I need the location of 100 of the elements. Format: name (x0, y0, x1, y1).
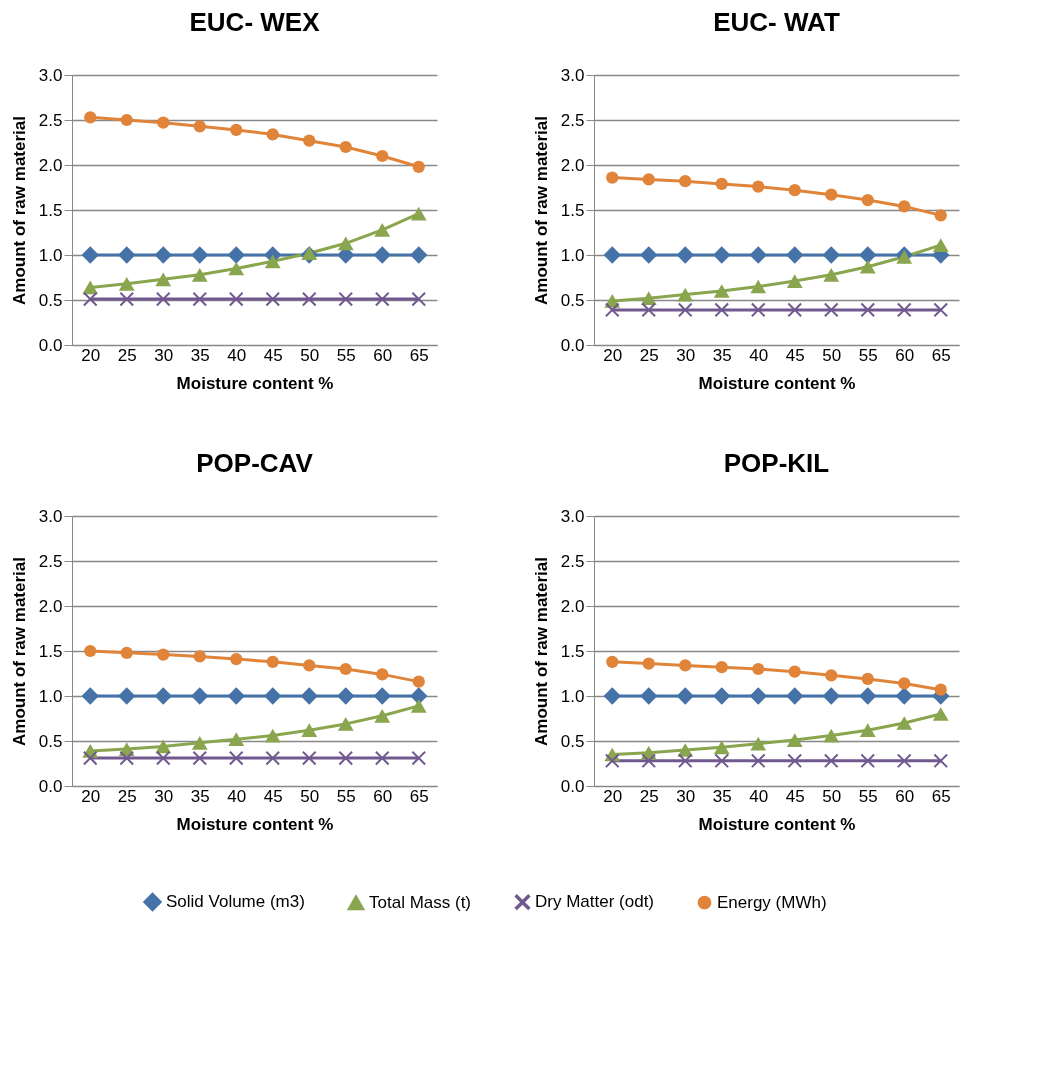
point (641, 302, 656, 317)
y-tick-label: 2.5 (560, 551, 585, 571)
y-axis-title: Amount of raw material (9, 557, 29, 746)
y-axis-title: Amount of raw material (9, 116, 29, 305)
chart-title: EUC- WEX (189, 7, 321, 37)
point (750, 279, 767, 294)
point (300, 687, 318, 705)
x-tick-label: 45 (263, 786, 283, 806)
point (749, 246, 767, 264)
y-tick-label: 0.0 (38, 776, 63, 796)
x-tick-label: 30 (154, 786, 174, 806)
point (373, 246, 391, 264)
x-tick-label: 50 (300, 345, 320, 365)
x-tick-label: 45 (785, 345, 805, 365)
point (787, 753, 802, 768)
point (157, 648, 170, 661)
x-axis-title: Moisture content % (176, 814, 334, 834)
point (786, 733, 803, 747)
x-tick-label: 50 (822, 786, 842, 806)
x-axis-title: Moisture content % (698, 814, 856, 834)
x-tick-label: 25 (639, 345, 659, 365)
point (605, 302, 620, 317)
chart-title: POP-KIL (723, 448, 830, 478)
x-tick-label: 55 (858, 786, 878, 806)
point (898, 200, 911, 213)
point (265, 292, 280, 307)
point (412, 675, 425, 688)
legend-label: Dry Matter (odt) (535, 892, 655, 912)
point (859, 723, 876, 738)
point (83, 292, 98, 307)
point (749, 687, 767, 705)
x-tick-label: 20 (603, 345, 623, 365)
point (641, 753, 656, 768)
point (786, 274, 803, 288)
point (714, 302, 729, 317)
point (786, 687, 804, 705)
x-tick-label: 45 (263, 345, 283, 365)
point (603, 246, 621, 264)
y-tick-label: 3.0 (560, 65, 585, 85)
x-tick-label: 30 (676, 786, 696, 806)
point (679, 659, 692, 672)
point (83, 751, 98, 766)
point (642, 657, 655, 670)
point (228, 732, 245, 747)
point (266, 128, 279, 141)
x-tick-label: 60 (373, 345, 393, 365)
x-tick-label: 25 (639, 786, 659, 806)
x-tick-label: 55 (858, 345, 878, 365)
x-axis-title: Moisture content % (698, 373, 856, 393)
x-tick-label: 35 (190, 345, 210, 365)
point (376, 149, 389, 163)
point (375, 292, 390, 307)
point (640, 291, 657, 306)
point (374, 708, 391, 723)
x-tick-label: 50 (300, 786, 320, 806)
point (192, 751, 207, 766)
point (640, 687, 658, 705)
point (933, 302, 948, 317)
point (859, 246, 877, 264)
point (825, 188, 838, 201)
y-tick-label: 1.0 (560, 245, 585, 265)
point (411, 292, 426, 307)
y-tick-label: 0.5 (560, 731, 585, 751)
point (932, 707, 949, 721)
point (193, 650, 206, 663)
x-tick-label: 55 (336, 786, 356, 806)
y-tick-label: 2.0 (38, 596, 63, 616)
point (932, 238, 949, 252)
x-tick-label: 40 (749, 786, 769, 806)
point (227, 687, 245, 705)
point (787, 302, 802, 317)
x-tick-label: 20 (81, 786, 101, 806)
x-tick-label: 65 (409, 345, 429, 365)
point (822, 246, 840, 264)
point (823, 728, 840, 743)
y-tick-label: 3.0 (38, 506, 63, 526)
point (264, 687, 282, 705)
point (118, 276, 135, 291)
x-tick-label: 60 (895, 786, 915, 806)
point (752, 662, 765, 676)
point (713, 284, 730, 298)
point (825, 669, 838, 682)
point (897, 753, 912, 768)
point (410, 699, 427, 713)
x-tick-label: 40 (227, 345, 247, 365)
y-tick-label: 2.5 (38, 110, 63, 130)
chart-title: POP-CAV (196, 448, 314, 478)
y-tick-label: 1.5 (560, 200, 585, 220)
point (678, 753, 693, 768)
point (861, 672, 874, 686)
point (302, 292, 317, 307)
point (859, 687, 877, 705)
point (264, 254, 281, 269)
point (119, 292, 134, 307)
point (82, 280, 99, 295)
y-tick-label: 2.0 (560, 596, 585, 616)
x-tick-label: 65 (931, 786, 951, 806)
point (412, 160, 425, 173)
point (861, 193, 874, 207)
point (191, 267, 208, 282)
